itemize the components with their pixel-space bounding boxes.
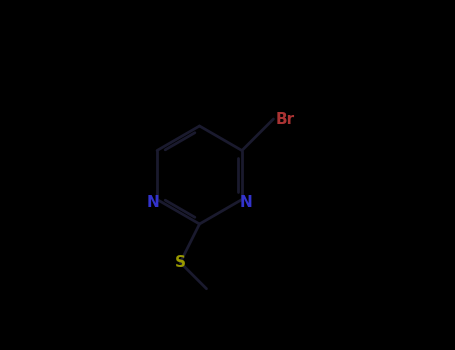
Text: Br: Br xyxy=(275,112,294,126)
Text: S: S xyxy=(175,255,186,270)
Text: N: N xyxy=(240,195,253,210)
Text: N: N xyxy=(146,195,159,210)
